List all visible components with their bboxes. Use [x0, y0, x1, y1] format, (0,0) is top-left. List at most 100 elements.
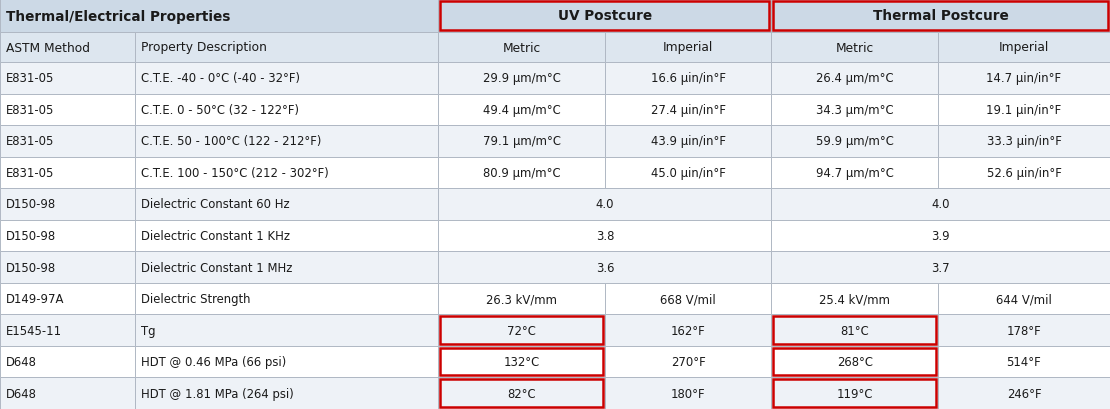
Text: ASTM Method: ASTM Method — [6, 41, 90, 54]
Bar — [135, 33, 438, 63]
Bar — [438, 189, 771, 220]
Bar — [438, 252, 771, 283]
Text: 132°C: 132°C — [504, 355, 539, 368]
Bar — [438, 220, 771, 252]
Bar — [605, 315, 771, 346]
Bar — [135, 378, 438, 409]
Text: D648: D648 — [6, 387, 37, 400]
Text: 25.4 kV/mm: 25.4 kV/mm — [819, 292, 890, 306]
Bar — [605, 157, 771, 189]
Bar — [938, 63, 1110, 94]
Bar — [771, 252, 1110, 283]
Bar — [771, 94, 938, 126]
Text: 80.9 μm/m°C: 80.9 μm/m°C — [483, 166, 561, 180]
Text: 14.7 μin/in°F: 14.7 μin/in°F — [987, 72, 1061, 85]
Bar — [938, 126, 1110, 157]
Text: Property Description: Property Description — [141, 41, 268, 54]
Text: 34.3 μm/m°C: 34.3 μm/m°C — [816, 103, 894, 117]
Bar — [605, 346, 771, 378]
Bar — [771, 63, 938, 94]
Bar — [0, 33, 135, 63]
Bar — [605, 283, 771, 315]
Bar — [0, 315, 135, 346]
Text: 3.9: 3.9 — [931, 229, 950, 243]
Bar — [135, 252, 438, 283]
Bar — [938, 315, 1110, 346]
Bar — [438, 315, 605, 346]
Text: E831-05: E831-05 — [6, 72, 54, 85]
Bar — [771, 189, 1110, 220]
Bar — [605, 126, 771, 157]
Bar — [438, 126, 605, 157]
Bar — [771, 126, 938, 157]
Bar — [0, 283, 135, 315]
Text: HDT @ 0.46 MPa (66 psi): HDT @ 0.46 MPa (66 psi) — [141, 355, 286, 368]
Text: D648: D648 — [6, 355, 37, 368]
Bar — [135, 189, 438, 220]
Text: 72°C: 72°C — [507, 324, 536, 337]
Bar — [438, 346, 605, 378]
Bar — [771, 220, 1110, 252]
Bar — [938, 346, 1110, 378]
Text: 52.6 μin/in°F: 52.6 μin/in°F — [987, 166, 1061, 180]
Text: 27.4 μin/in°F: 27.4 μin/in°F — [650, 103, 726, 117]
Text: 29.9 μm/m°C: 29.9 μm/m°C — [483, 72, 561, 85]
Bar — [135, 126, 438, 157]
Text: D150-98: D150-98 — [6, 198, 57, 211]
Bar — [135, 346, 438, 378]
Text: E831-05: E831-05 — [6, 166, 54, 180]
Text: 119°C: 119°C — [837, 387, 872, 400]
Bar — [771, 378, 938, 409]
Text: E831-05: E831-05 — [6, 135, 54, 148]
Bar — [0, 157, 135, 189]
Text: 79.1 μm/m°C: 79.1 μm/m°C — [483, 135, 561, 148]
Text: Metric: Metric — [836, 41, 874, 54]
Bar — [135, 157, 438, 189]
Text: 43.9 μin/in°F: 43.9 μin/in°F — [650, 135, 726, 148]
Bar — [0, 126, 135, 157]
Bar — [135, 220, 438, 252]
Text: Imperial: Imperial — [663, 41, 714, 54]
Bar — [605, 94, 771, 126]
Text: 270°F: 270°F — [670, 355, 706, 368]
Text: C.T.E. 100 - 150°C (212 - 302°F): C.T.E. 100 - 150°C (212 - 302°F) — [141, 166, 330, 180]
Text: 81°C: 81°C — [840, 324, 869, 337]
Text: UV Postcure: UV Postcure — [558, 9, 652, 23]
Text: Dielectric Constant 1 KHz: Dielectric Constant 1 KHz — [141, 229, 291, 243]
Bar — [0, 252, 135, 283]
Bar — [135, 283, 438, 315]
Text: D150-98: D150-98 — [6, 229, 57, 243]
Text: 16.6 μin/in°F: 16.6 μin/in°F — [650, 72, 726, 85]
Text: 19.1 μin/in°F: 19.1 μin/in°F — [987, 103, 1061, 117]
Text: 668 V/mil: 668 V/mil — [660, 292, 716, 306]
Bar — [771, 157, 938, 189]
Bar — [438, 157, 605, 189]
Bar — [438, 0, 771, 33]
Text: 644 V/mil: 644 V/mil — [996, 292, 1052, 306]
Text: E1545-11: E1545-11 — [6, 324, 62, 337]
Text: 26.3 kV/mm: 26.3 kV/mm — [486, 292, 557, 306]
Text: Thermal/Electrical Properties: Thermal/Electrical Properties — [6, 9, 231, 23]
Bar — [135, 315, 438, 346]
Text: C.T.E. 50 - 100°C (122 - 212°F): C.T.E. 50 - 100°C (122 - 212°F) — [141, 135, 322, 148]
Text: 82°C: 82°C — [507, 387, 536, 400]
Text: E831-05: E831-05 — [6, 103, 54, 117]
Bar — [135, 63, 438, 94]
Text: 59.9 μm/m°C: 59.9 μm/m°C — [816, 135, 894, 148]
Bar — [771, 346, 938, 378]
Bar — [605, 63, 771, 94]
Bar — [0, 94, 135, 126]
Bar — [605, 378, 771, 409]
Bar — [0, 346, 135, 378]
Text: 3.8: 3.8 — [596, 229, 614, 243]
Text: 246°F: 246°F — [1007, 387, 1041, 400]
Text: 33.3 μin/in°F: 33.3 μin/in°F — [987, 135, 1061, 148]
Text: HDT @ 1.81 MPa (264 psi): HDT @ 1.81 MPa (264 psi) — [141, 387, 294, 400]
Text: 514°F: 514°F — [1007, 355, 1041, 368]
Text: Dielectric Constant 60 Hz: Dielectric Constant 60 Hz — [141, 198, 290, 211]
Text: Thermal Postcure: Thermal Postcure — [872, 9, 1009, 23]
Text: 3.6: 3.6 — [596, 261, 614, 274]
Text: D149-97A: D149-97A — [6, 292, 64, 306]
Text: 45.0 μin/in°F: 45.0 μin/in°F — [650, 166, 726, 180]
Text: Metric: Metric — [503, 41, 541, 54]
